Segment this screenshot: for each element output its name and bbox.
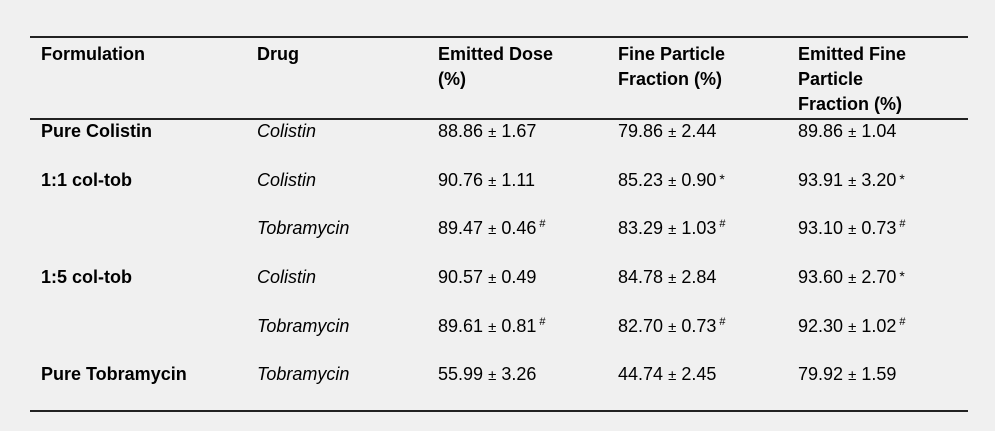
emitted-dose-cell: 88.86 ± 1.67 xyxy=(438,120,536,144)
significance-mark: # xyxy=(719,316,726,328)
emitted-fine-particle-fraction-cell: 92.30 ± 1.02 # xyxy=(798,315,905,340)
mean-value: 90.57 xyxy=(438,267,484,287)
drug-cell: Tobramycin xyxy=(257,364,350,384)
plus-minus-sign: ± xyxy=(848,270,857,287)
mean-value: 82.70 xyxy=(618,316,664,336)
significance-mark: # xyxy=(539,218,546,230)
plus-minus-sign: ± xyxy=(848,367,857,384)
significance-mark: * xyxy=(719,171,725,187)
sd-value: 1.11 xyxy=(501,170,536,190)
drug-cell: Colistin xyxy=(257,121,317,141)
formulation-cell: Pure Tobramycin xyxy=(41,364,187,384)
mean-value: 93.91 xyxy=(798,170,844,190)
sd-value: 3.26 xyxy=(501,364,537,384)
fine-particle-fraction-cell: 85.23 ± 0.90 * xyxy=(618,169,725,193)
plus-minus-sign: ± xyxy=(668,367,677,384)
sd-value: 1.02 xyxy=(861,316,897,336)
mean-value: 84.78 xyxy=(618,267,664,287)
sd-value: 2.44 xyxy=(681,121,717,141)
mean-value: 93.10 xyxy=(798,218,844,238)
plus-minus-sign: ± xyxy=(668,124,677,141)
mean-value: 88.86 xyxy=(438,121,484,141)
formulation-cell: 1:1 col-tob xyxy=(41,170,133,190)
sd-value: 0.49 xyxy=(501,267,537,287)
emitted-fine-particle-fraction-cell: 89.86 ± 1.04 xyxy=(798,120,896,144)
significance-mark: # xyxy=(719,218,726,230)
sd-value: 2.84 xyxy=(681,267,717,287)
mean-value: 92.30 xyxy=(798,316,844,336)
significance-mark: * xyxy=(899,268,905,284)
plus-minus-sign: ± xyxy=(488,221,497,238)
emitted-dose-cell: 89.61 ± 0.81 # xyxy=(438,315,545,340)
fine-particle-fraction-cell: 84.78 ± 2.84 xyxy=(618,266,716,290)
fine-particle-fraction-cell: 83.29 ± 1.03 # xyxy=(618,217,725,242)
sd-value: 0.73 xyxy=(681,316,717,336)
significance-mark: * xyxy=(899,171,905,187)
mean-value: 89.47 xyxy=(438,218,484,238)
header-drug: Drug xyxy=(257,44,299,64)
formulation-cell: 1:5 col-tob xyxy=(41,267,133,287)
sd-value: 1.59 xyxy=(861,364,897,384)
header-fine-particle-fraction: Fine Particle Fraction (%) xyxy=(618,44,726,89)
emitted-fine-particle-fraction-cell: 93.91 ± 3.20 * xyxy=(798,169,905,193)
mean-value: 44.74 xyxy=(618,364,664,384)
sd-value: 3.20 xyxy=(861,170,897,190)
plus-minus-sign: ± xyxy=(488,124,497,141)
mean-value: 90.76 xyxy=(438,170,484,190)
plus-minus-sign: ± xyxy=(488,173,497,190)
plus-minus-sign: ± xyxy=(848,173,857,190)
mean-value: 79.86 xyxy=(618,121,664,141)
emitted-fine-particle-fraction-cell: 93.10 ± 0.73 # xyxy=(798,217,905,242)
sd-value: 1.04 xyxy=(861,121,897,141)
sd-value: 1.67 xyxy=(501,121,537,141)
results-table: Formulation Drug Emitted Dose (%) Fine P… xyxy=(30,36,968,412)
mean-value: 89.86 xyxy=(798,121,844,141)
significance-mark: # xyxy=(539,316,546,328)
plus-minus-sign: ± xyxy=(668,319,677,336)
plus-minus-sign: ± xyxy=(488,270,497,287)
plus-minus-sign: ± xyxy=(668,270,677,287)
mean-value: 89.61 xyxy=(438,316,484,336)
drug-cell: Colistin xyxy=(257,267,317,287)
plus-minus-sign: ± xyxy=(488,319,497,336)
sd-value: 0.46 xyxy=(501,218,537,238)
plus-minus-sign: ± xyxy=(488,367,497,384)
sd-value: 0.73 xyxy=(861,218,897,238)
emitted-dose-cell: 90.57 ± 0.49 xyxy=(438,266,536,290)
emitted-fine-particle-fraction-cell: 93.60 ± 2.70 * xyxy=(798,266,905,290)
fine-particle-fraction-cell: 79.86 ± 2.44 xyxy=(618,120,716,144)
emitted-dose-cell: 89.47 ± 0.46 # xyxy=(438,217,545,242)
drug-cell: Colistin xyxy=(257,170,317,190)
plus-minus-sign: ± xyxy=(668,173,677,190)
significance-mark: # xyxy=(899,218,906,230)
sd-value: 1.03 xyxy=(681,218,717,238)
sd-value: 0.81 xyxy=(501,316,537,336)
header-emitted-fine-particle-fraction: Emitted Fine Particle Fraction (%) xyxy=(798,44,907,114)
drug-cell: Tobramycin xyxy=(257,218,350,238)
emitted-fine-particle-fraction-cell: 79.92 ± 1.59 xyxy=(798,363,896,387)
plus-minus-sign: ± xyxy=(848,221,857,238)
plus-minus-sign: ± xyxy=(848,124,857,141)
table-header: Formulation Drug Emitted Dose (%) Fine P… xyxy=(30,38,968,120)
emitted-dose-cell: 90.76 ± 1.11 xyxy=(438,169,535,193)
fine-particle-fraction-cell: 44.74 ± 2.45 xyxy=(618,363,716,387)
sd-value: 2.45 xyxy=(681,364,717,384)
mean-value: 79.92 xyxy=(798,364,844,384)
emitted-dose-cell: 55.99 ± 3.26 xyxy=(438,363,536,387)
mean-value: 85.23 xyxy=(618,170,664,190)
header-emitted-dose: Emitted Dose (%) xyxy=(438,44,554,89)
significance-mark: # xyxy=(899,316,906,328)
drug-cell: Tobramycin xyxy=(257,316,350,336)
mean-value: 93.60 xyxy=(798,267,844,287)
plus-minus-sign: ± xyxy=(848,319,857,336)
mean-value: 55.99 xyxy=(438,364,484,384)
plus-minus-sign: ± xyxy=(668,221,677,238)
formulation-cell: Pure Colistin xyxy=(41,121,153,141)
fine-particle-fraction-cell: 82.70 ± 0.73 # xyxy=(618,315,725,340)
sd-value: 2.70 xyxy=(861,267,897,287)
sd-value: 0.90 xyxy=(681,170,717,190)
mean-value: 83.29 xyxy=(618,218,664,238)
header-formulation: Formulation xyxy=(41,44,145,64)
